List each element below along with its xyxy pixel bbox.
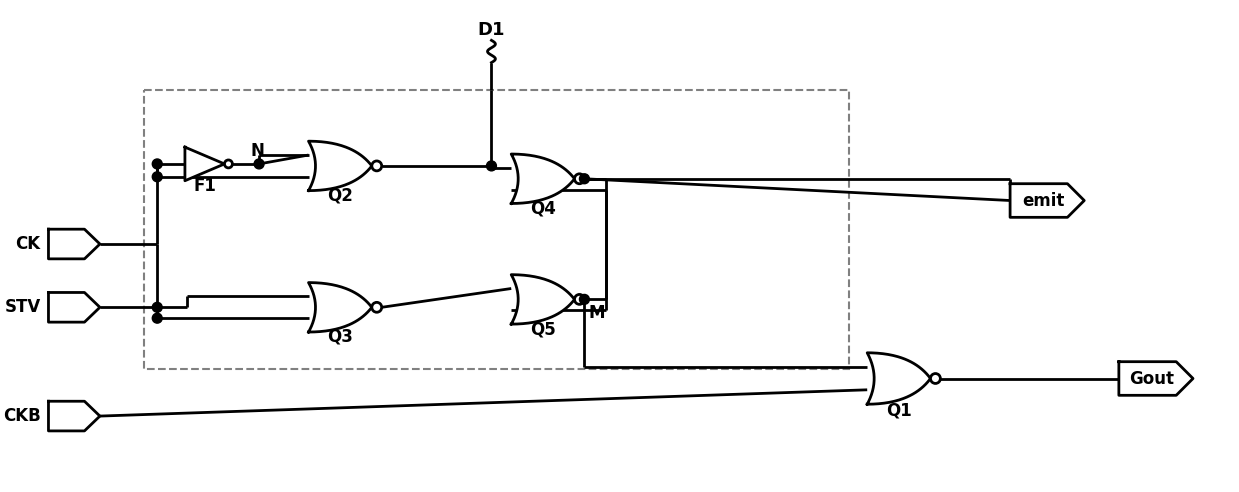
Circle shape: [575, 174, 585, 184]
Text: STV: STV: [4, 298, 41, 316]
Text: Q5: Q5: [530, 320, 556, 338]
Text: Q2: Q2: [327, 186, 353, 205]
Polygon shape: [512, 275, 575, 324]
Polygon shape: [512, 154, 575, 204]
Text: N: N: [250, 142, 264, 160]
Text: Gout: Gout: [1129, 369, 1175, 388]
Circle shape: [580, 294, 590, 305]
Circle shape: [372, 303, 382, 312]
Circle shape: [575, 294, 585, 305]
Circle shape: [224, 160, 233, 168]
Text: emit: emit: [1022, 191, 1064, 210]
Circle shape: [487, 161, 497, 171]
Circle shape: [152, 172, 162, 182]
Circle shape: [930, 373, 940, 383]
Polygon shape: [867, 353, 930, 404]
Polygon shape: [48, 401, 100, 431]
Text: Q4: Q4: [530, 199, 556, 217]
Polygon shape: [185, 147, 224, 181]
Text: F1: F1: [193, 177, 216, 195]
Text: Q1: Q1: [886, 401, 912, 419]
Circle shape: [580, 174, 590, 184]
Circle shape: [254, 159, 264, 169]
Circle shape: [372, 161, 382, 171]
Text: Q3: Q3: [327, 328, 353, 346]
Bar: [145, 90, 850, 369]
Circle shape: [152, 313, 162, 323]
Polygon shape: [309, 141, 372, 190]
Text: D1: D1: [478, 22, 506, 39]
Polygon shape: [1119, 362, 1193, 395]
Polygon shape: [1010, 184, 1084, 217]
Polygon shape: [309, 282, 372, 332]
Text: CKB: CKB: [2, 407, 41, 425]
Polygon shape: [48, 229, 100, 259]
Circle shape: [152, 303, 162, 312]
Circle shape: [152, 159, 162, 169]
Text: M: M: [589, 304, 605, 322]
Text: CK: CK: [15, 235, 41, 253]
Polygon shape: [48, 292, 100, 322]
